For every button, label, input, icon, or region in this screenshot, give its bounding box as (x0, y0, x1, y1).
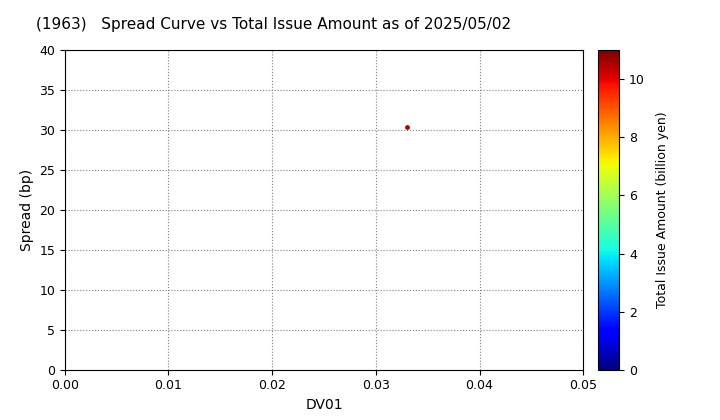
X-axis label: DV01: DV01 (305, 398, 343, 412)
Text: (1963)   Spread Curve vs Total Issue Amount as of 2025/05/02: (1963) Spread Curve vs Total Issue Amoun… (36, 17, 511, 32)
Y-axis label: Spread (bp): Spread (bp) (19, 169, 34, 251)
Point (401, 123, 413, 130)
Y-axis label: Total Issue Amount (billion yen): Total Issue Amount (billion yen) (656, 112, 669, 308)
